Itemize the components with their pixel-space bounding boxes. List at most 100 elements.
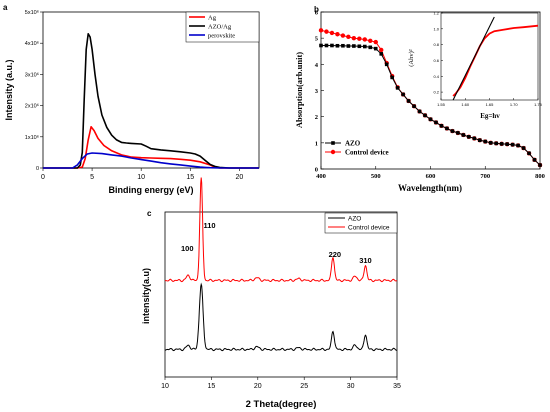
panel-b-xtick-label: 500 xyxy=(371,173,381,180)
panel-b-point xyxy=(395,86,400,90)
panel-b-point xyxy=(363,44,367,49)
inset-ytick-label: 0.4 xyxy=(433,74,439,79)
panel-a-xlabel: Binding energy (eV) xyxy=(108,185,193,195)
panel-b-point xyxy=(401,92,405,97)
panel-a-ylabel: Intensity (a.u.) xyxy=(4,59,14,120)
inset-ytick-label: 0.2 xyxy=(433,90,439,95)
panel-b-point xyxy=(340,33,346,38)
panel-b-ylabel: Absorption(arb.unit) xyxy=(294,52,304,128)
panel-b-point xyxy=(318,28,324,33)
panel-b-point xyxy=(417,109,422,114)
panel-a-ytick-label: 1x10⁶ xyxy=(25,134,39,141)
panel-a-xtick-label: 0 xyxy=(41,174,45,181)
panel-c-legend-label: AZO xyxy=(348,216,361,223)
panel-c-label: c xyxy=(147,209,152,218)
panel-a-label: a xyxy=(3,3,8,12)
panel-b-legend-label: Control device xyxy=(345,149,389,157)
panel-b-point xyxy=(379,52,384,56)
panel-b-point xyxy=(335,32,340,37)
panel-c-peak-label: 110 xyxy=(203,221,215,230)
panel-b-point xyxy=(368,38,373,43)
panel-a-xtick-label: 15 xyxy=(186,174,194,181)
panel-b-point xyxy=(477,138,482,143)
panel-b-ytick-label: 0 xyxy=(315,167,318,174)
inset-ytick-label: 1.2 xyxy=(433,11,439,16)
panel-b-point xyxy=(384,62,389,67)
panel-c-xtick-label: 35 xyxy=(393,383,401,390)
panel-c-xtick-label: 25 xyxy=(300,383,308,390)
panel-c-ylabel: intensity(a.u) xyxy=(141,268,151,324)
panel-c-series-0 xyxy=(164,282,398,352)
panel-b-point xyxy=(406,99,411,103)
panel-a-legend-label: Ag xyxy=(208,15,217,22)
panel-b-xtick-label: 700 xyxy=(480,173,490,180)
panel-b-ytick-label: 5 xyxy=(315,36,319,43)
panel-b-point xyxy=(461,133,466,137)
panel-a-ytick-label: 3x10⁶ xyxy=(25,71,39,78)
inset-xtick-label: 1.55 xyxy=(437,102,446,107)
panel-a-xtick-label: 10 xyxy=(137,174,145,181)
panel-a-ytick-label: 4x10⁶ xyxy=(25,40,39,47)
panel-b-point xyxy=(379,47,384,53)
panel-b-point xyxy=(538,163,542,167)
inset-xtick-label: 1.75 xyxy=(534,102,543,107)
inset-xtick-label: 1.65 xyxy=(486,102,495,107)
panel-b-xlabel: Wavelength(nm) xyxy=(398,183,462,193)
panel-c-xtick-label: 20 xyxy=(254,383,262,390)
panel-a: a 0 5 10 15 20 0 1x10⁶ 2x10⁶ 3x10⁶ 4x10⁶ 5x10⁶ Bi… xyxy=(3,3,260,195)
panel-b-point xyxy=(527,151,531,156)
panel-b-point xyxy=(324,29,329,34)
panel-b-point xyxy=(439,124,444,128)
panel-a-xtick-label: 20 xyxy=(235,174,243,181)
panel-c-xlabel: 2 Theta(degree) xyxy=(246,399,317,410)
panel-b-point xyxy=(352,44,356,48)
panel-b-ytick-label: 4 xyxy=(315,62,319,69)
panel-b-point xyxy=(324,43,329,48)
panel-b-point xyxy=(456,131,460,135)
panel-b-point xyxy=(346,34,351,40)
panel-b-point xyxy=(351,35,357,41)
panel-b-point xyxy=(390,75,394,80)
panel-b-point xyxy=(373,39,378,45)
panel-b-point xyxy=(319,43,323,48)
panel-b-point xyxy=(445,126,449,131)
panel-b-point xyxy=(516,143,520,148)
panel-b-xtick-label: 600 xyxy=(426,173,436,180)
panel-a-ytick-label: 2x10⁶ xyxy=(25,103,39,110)
panel-b-point xyxy=(450,129,455,133)
panel-b-point xyxy=(341,43,345,48)
panel-b-point xyxy=(412,104,416,108)
panel-b-point xyxy=(472,136,477,141)
panel-b-point xyxy=(494,141,498,146)
panel-b-legend-marker xyxy=(331,141,335,145)
panel-b-point xyxy=(428,117,433,122)
panel-b-point xyxy=(488,141,493,145)
inset-xtick-label: 1.60 xyxy=(461,102,470,107)
panel-b-ytick-label: 1 xyxy=(315,140,318,147)
panel-b-point xyxy=(499,142,504,146)
panel-b-point xyxy=(335,43,340,48)
panel-a-frame xyxy=(42,11,260,169)
panel-c-legend: AZO Control device xyxy=(324,212,398,234)
panel-c-xtick-label: 10 xyxy=(161,383,169,390)
panel-b-point xyxy=(368,45,373,50)
panel-a-series-1 xyxy=(43,32,259,169)
panel-a-legend-label: perovskite xyxy=(208,33,235,40)
panel-a-legend: Ag AZO/Ag perovskite xyxy=(185,11,260,43)
panel-c-xtick-label: 30 xyxy=(347,383,355,390)
panel-a-ytick-label: 5x10⁶ xyxy=(25,9,39,16)
panel-b-point xyxy=(483,139,488,144)
panel-c-peak-label: 220 xyxy=(329,250,342,259)
inset-ylabel: (Ahv)² xyxy=(408,49,415,67)
panel-b-point xyxy=(346,44,351,48)
panel-b-point xyxy=(532,158,537,162)
panel-b-ytick-label: 2 xyxy=(315,114,318,121)
panel-b-point xyxy=(434,120,438,125)
panel-c-frame xyxy=(164,211,398,378)
panel-b-legend-label: AZO xyxy=(345,140,361,148)
panel-b-point xyxy=(467,135,471,139)
panel-c-peak-label: 100 xyxy=(181,244,194,253)
panel-b-point xyxy=(362,37,367,42)
